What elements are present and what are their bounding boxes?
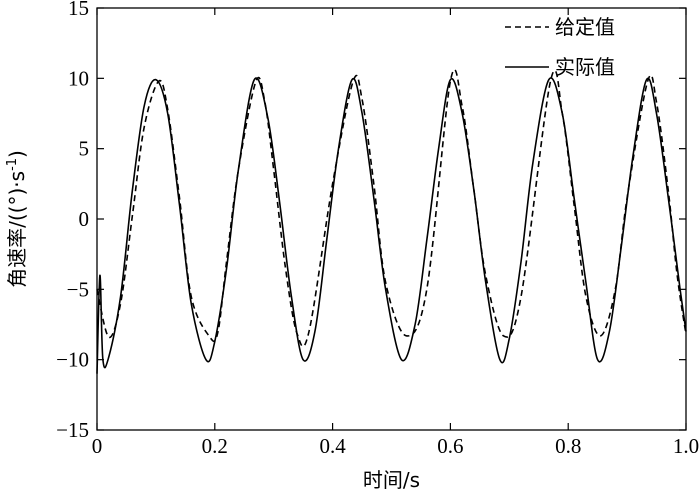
legend-label: 给定值 <box>555 15 615 39</box>
y-tick-label: 10 <box>68 66 89 90</box>
y-axis-title-close: ) <box>5 150 29 158</box>
y-tick-label: 5 <box>79 137 90 161</box>
x-tick-label: 0.2 <box>202 434 228 458</box>
series-line-setpoint <box>96 68 687 348</box>
y-tick-label: −15 <box>56 418 89 442</box>
y-tick-label: −5 <box>67 277 89 301</box>
x-tick-label: 1.0 <box>673 434 699 458</box>
x-tick-label: 0.6 <box>437 434 463 458</box>
series-line-actual <box>96 77 687 374</box>
ticks-layer: 0 0.2 0.4 0.6 0.8 1.0 −15 −10 −5 0 5 10 15 <box>56 0 699 458</box>
y-tick-label: 0 <box>79 207 90 231</box>
y-axis-title: 角速率/((°)·s-1) <box>5 150 29 288</box>
y-axis-title-main: 角速率/((°)·s <box>5 171 29 288</box>
y-tick-label: 15 <box>68 0 89 20</box>
x-tick-label: 0.8 <box>555 434 581 458</box>
x-tick-label: 0.4 <box>319 434 346 458</box>
x-axis-title: 时间/s <box>363 468 420 492</box>
series-layer <box>96 68 687 374</box>
legend-label: 实际值 <box>555 55 615 79</box>
x-tick-label: 0 <box>92 434 103 458</box>
y-tick-label: −10 <box>56 348 89 372</box>
y-axis-title-superscript: -1 <box>5 158 20 171</box>
